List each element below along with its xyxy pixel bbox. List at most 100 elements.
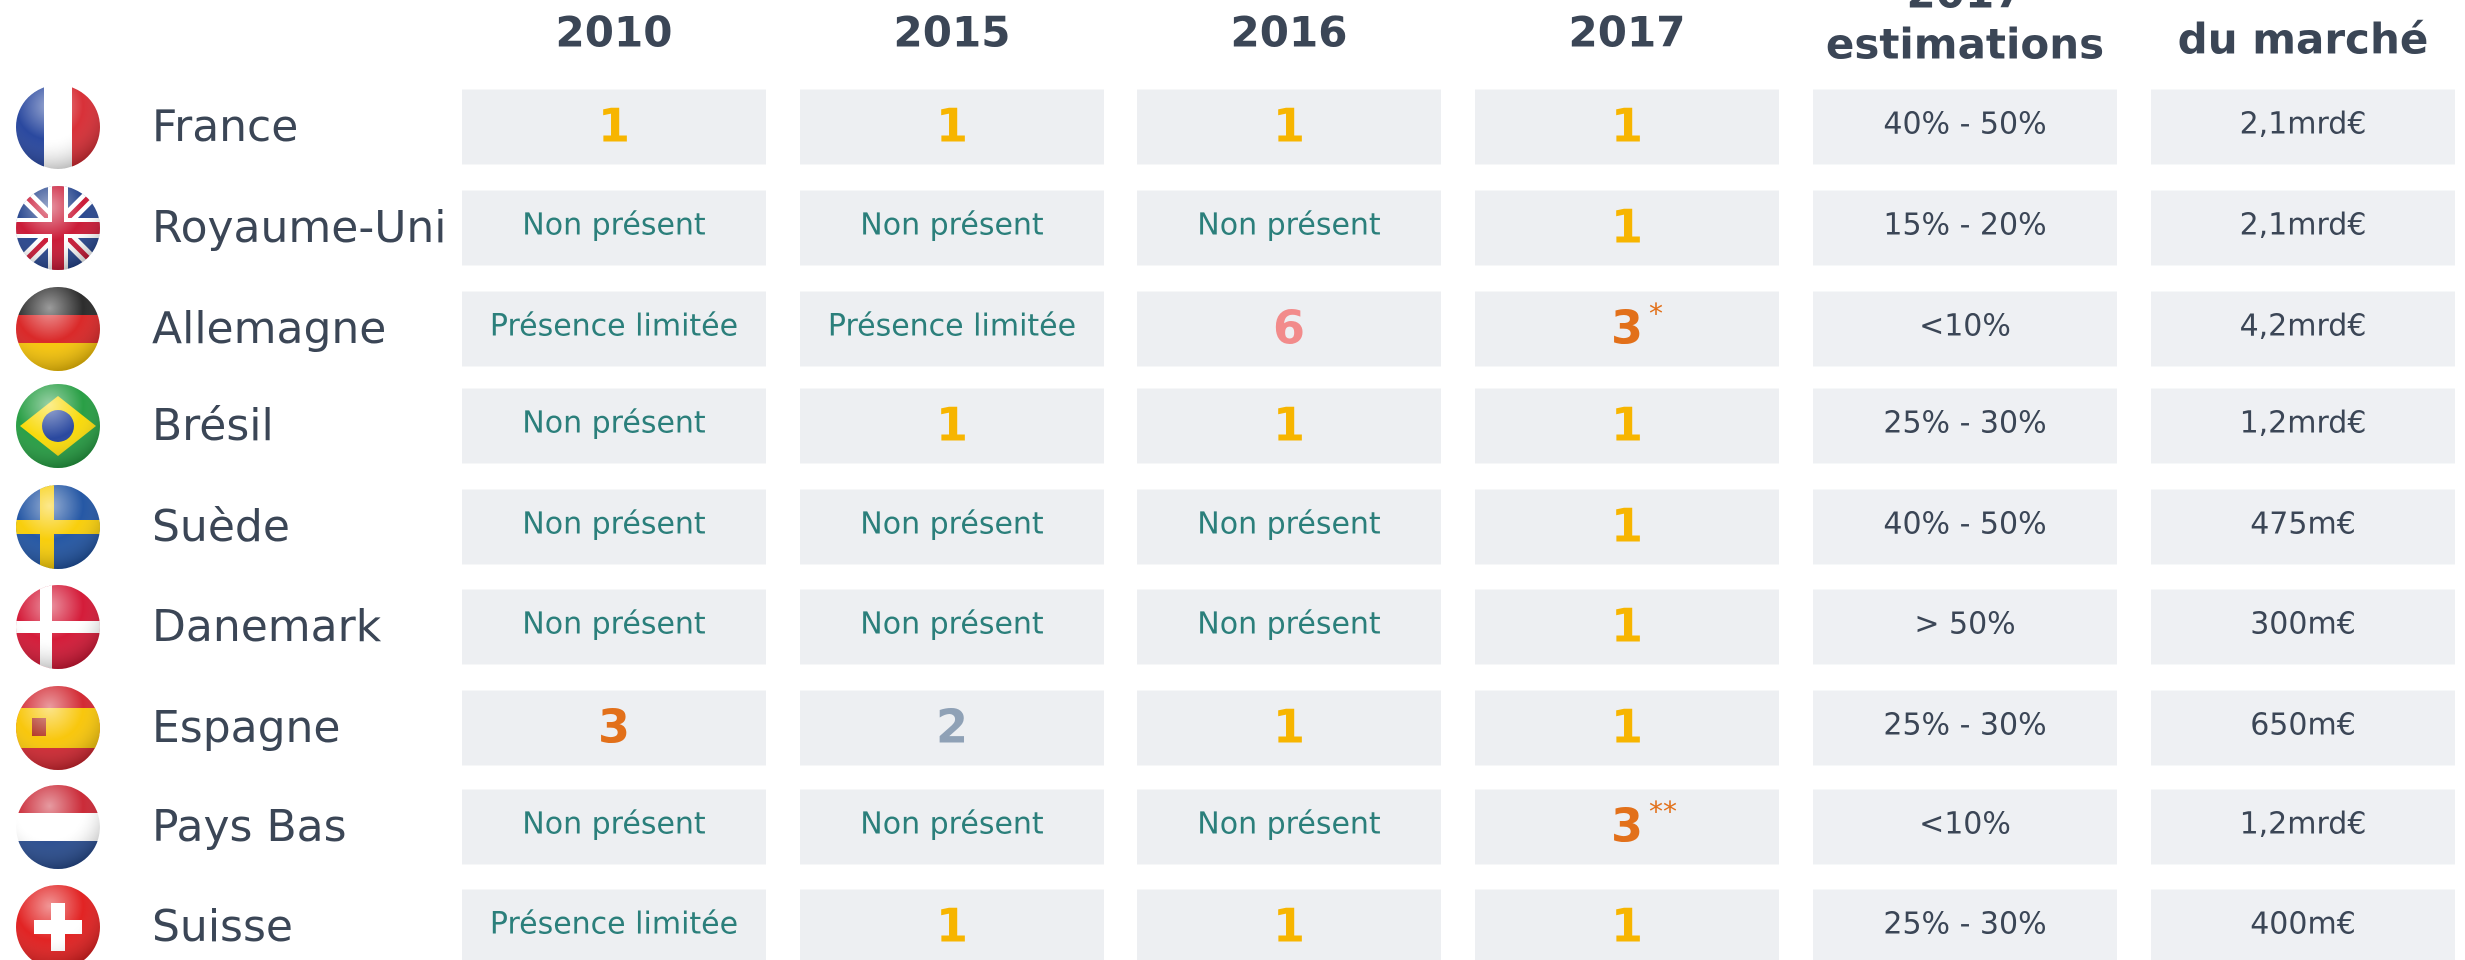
cell (462, 388, 766, 464)
cell (1813, 190, 2117, 266)
cell-text: 2,1mrd€ (2240, 107, 2367, 142)
cell-text: Non présent (860, 507, 1044, 542)
rank: 2 (936, 700, 968, 754)
rank: 1 (936, 99, 968, 153)
cell (1475, 89, 1779, 165)
country-name: Suisse (152, 901, 293, 952)
cell (1813, 589, 2117, 665)
cell (1813, 388, 2117, 464)
country-name: Allemagne (152, 303, 386, 354)
country-name: Suède (152, 501, 290, 552)
cell (2151, 89, 2455, 165)
cell (800, 190, 1104, 266)
flag (16, 384, 100, 468)
cell (800, 789, 1104, 865)
cell (1137, 889, 1441, 960)
flag (16, 585, 100, 669)
cell-text: Non présent (522, 208, 706, 243)
cell-text: <10% (1919, 807, 2011, 842)
cell-text: Non présent (860, 607, 1044, 642)
cell (1475, 190, 1779, 266)
flag (16, 885, 100, 960)
column-header: 2010 (556, 8, 673, 57)
cell-text: 300m€ (2250, 607, 2356, 642)
cell-text: 2,1mrd€ (2240, 208, 2367, 243)
cell (1813, 489, 2117, 565)
cell (2151, 889, 2455, 960)
cell (1137, 690, 1441, 766)
cell-text: 4,2mrd€ (2240, 309, 2367, 344)
flag (16, 485, 100, 569)
column-header: 2015 (894, 8, 1011, 57)
rank: 1 (1611, 499, 1643, 553)
cell (1475, 489, 1779, 565)
cell-text: 1,2mrd€ (2240, 807, 2367, 842)
cell (462, 690, 766, 766)
footnote-mark: * (1649, 297, 1663, 330)
rank: 1 (1611, 700, 1643, 754)
cell-text: 25% - 30% (1883, 406, 2046, 441)
cell (1813, 89, 2117, 165)
rank: 1 (598, 99, 630, 153)
cell-text: Non présent (522, 507, 706, 542)
cell-text: Non présent (860, 807, 1044, 842)
cell-text: Non présent (1197, 507, 1381, 542)
rank: 3 (598, 700, 630, 754)
flag (16, 287, 100, 371)
footnote-mark: ** (1649, 795, 1677, 828)
column-header: 2017 (1569, 8, 1686, 57)
cell (1813, 889, 2117, 960)
cell (1475, 789, 1779, 865)
cell (462, 291, 766, 367)
cell (2151, 789, 2455, 865)
cell-text: <10% (1919, 309, 2011, 344)
cell (2151, 489, 2455, 565)
cell-text: 650m€ (2250, 708, 2356, 743)
cell (1137, 589, 1441, 665)
cell-text: Non présent (860, 208, 1044, 243)
cell (800, 291, 1104, 367)
rank: 3 (1611, 301, 1643, 355)
cell (1475, 690, 1779, 766)
cell (1475, 291, 1779, 367)
country-name: Royaume-Uni (152, 202, 447, 253)
column-header: estimations (1826, 20, 2104, 69)
cell (462, 489, 766, 565)
rank: 1 (1611, 200, 1643, 254)
cell (462, 889, 766, 960)
flag (16, 785, 100, 869)
rank: 1 (1273, 899, 1305, 953)
column-header: 2017 (1907, 0, 2024, 18)
flag (16, 85, 100, 169)
cell (800, 589, 1104, 665)
cell (1475, 388, 1779, 464)
rank: 1 (936, 899, 968, 953)
cell-text: Non présent (522, 406, 706, 441)
cell-text: Non présent (1197, 607, 1381, 642)
cell (800, 889, 1104, 960)
rank: 1 (1611, 899, 1643, 953)
cell (1813, 690, 2117, 766)
rank: 1 (1611, 398, 1643, 452)
cell (800, 690, 1104, 766)
cell (462, 190, 766, 266)
rank: 1 (1611, 99, 1643, 153)
cell (800, 489, 1104, 565)
cell (2151, 589, 2455, 665)
cell (2151, 690, 2455, 766)
country-name: France (152, 101, 298, 152)
rank: 1 (1273, 700, 1305, 754)
flag (16, 186, 100, 270)
rank: 1 (1611, 599, 1643, 653)
cell-text: 1,2mrd€ (2240, 406, 2367, 441)
cell (1137, 489, 1441, 565)
flags (16, 85, 100, 960)
cell-text: > 50% (1914, 607, 2015, 642)
rank: 3 (1611, 799, 1643, 853)
cell-text: 400m€ (2250, 907, 2356, 942)
cell-text: Non présent (1197, 208, 1381, 243)
flag (16, 686, 100, 770)
cell (800, 89, 1104, 165)
cell-text: Présence limitée (828, 309, 1076, 344)
cell (2151, 388, 2455, 464)
